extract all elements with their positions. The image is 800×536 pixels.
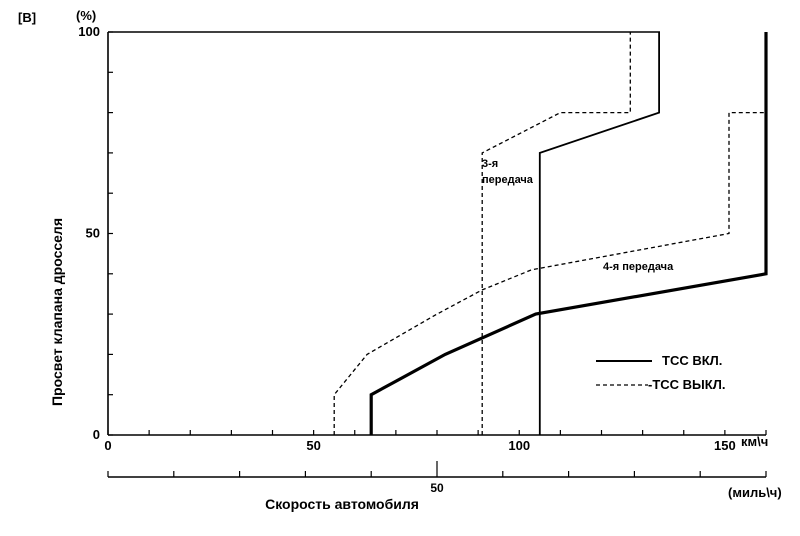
y-axis-ticks: 0 50 100 [78, 24, 113, 442]
plot-frame [107, 31, 766, 436]
legend: TCC ВКЛ. -TCC ВЫКЛ. [596, 353, 725, 392]
legend-label-tcc-on: TCC ВКЛ. [662, 353, 722, 368]
x-tick-label: 100 [508, 438, 530, 453]
series-line-tcc-on-1 [538, 32, 660, 435]
x-unit-mph: (миль\ч) [728, 485, 782, 500]
y-tick-label: 50 [86, 226, 100, 241]
x-unit-kmh: км\ч [741, 434, 768, 449]
y-tick-label: 100 [78, 24, 100, 39]
mph-axis: 50 [107, 461, 767, 495]
x-tick-label: 150 [714, 438, 736, 453]
x-axis-title: Скорость автомобиля [265, 496, 419, 512]
annotation-3rd-gear: 3-я передача [482, 158, 534, 186]
y-tick-label: 0 [93, 427, 100, 442]
y-unit-label: (%) [76, 8, 96, 23]
series-line-tcc-off-2 [333, 111, 766, 435]
annotation-4th-gear: 4-я передача [603, 261, 674, 273]
series-line-tcc-on-0 [369, 32, 768, 435]
y-axis-title: Просвет клапана дросселя [49, 218, 65, 406]
series-line-tcc-off-3 [481, 32, 631, 435]
mph-tick-label: 50 [430, 481, 444, 495]
series-lines [333, 32, 768, 435]
figure-label: [B] [18, 10, 36, 25]
x-tick-label: 50 [306, 438, 320, 453]
legend-label-tcc-off: -TCC ВЫКЛ. [648, 377, 725, 392]
x-axis-ticks: 0 50 100 150 [104, 430, 767, 453]
x-tick-label: 0 [104, 438, 111, 453]
